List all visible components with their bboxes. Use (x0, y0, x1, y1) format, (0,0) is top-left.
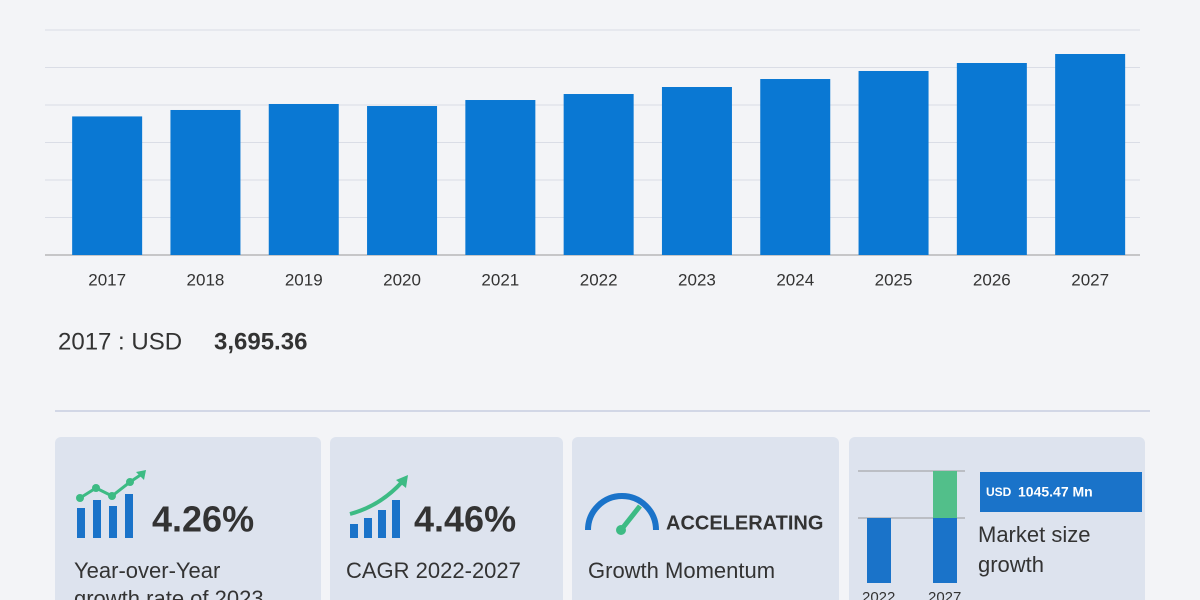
bar (858, 70, 929, 255)
bar (1055, 54, 1126, 255)
card-desc: Year-over-Year (74, 558, 220, 583)
x-tick-label: 2017 (88, 270, 126, 289)
year-label: 2022 (862, 589, 895, 600)
x-tick-label: 2021 (481, 270, 519, 289)
x-tick-label: 2025 (875, 270, 913, 289)
bar (760, 79, 831, 255)
x-tick-label: 2018 (187, 270, 225, 289)
bar (72, 116, 143, 255)
card-desc: CAGR 2022-2027 (346, 558, 521, 583)
x-tick-label: 2020 (383, 270, 421, 289)
highlight-label: 2017 : USD (58, 328, 182, 355)
bar (956, 63, 1027, 255)
gauge-icon (585, 493, 659, 535)
card-value: 4.26% (152, 499, 254, 540)
x-tick-label: 2023 (678, 270, 716, 289)
x-tick-label: 2026 (973, 270, 1011, 289)
highlight-value: 3,695.36 (214, 328, 307, 355)
badge-currency: USD (986, 485, 1012, 499)
x-tick-label: 2024 (776, 270, 814, 289)
year-label: 2027 (928, 589, 961, 600)
card-desc: growth (978, 552, 1044, 577)
card-value: 4.46% (414, 499, 516, 540)
card-desc: Market size (978, 522, 1090, 547)
x-tick-label: 2022 (580, 270, 618, 289)
card (55, 437, 321, 600)
value-badge (980, 472, 1142, 512)
badge-value: 1045.47 Mn (1018, 484, 1093, 500)
bar (465, 100, 536, 255)
bar (563, 94, 634, 255)
card (330, 437, 563, 600)
bar (661, 87, 732, 255)
card-value: ACCELERATING (666, 512, 823, 534)
cagr-icon (349, 475, 408, 538)
card-desc: Growth Momentum (588, 558, 775, 583)
card-desc: growth rate of 2023 (74, 586, 264, 600)
bar (367, 106, 438, 255)
growth-icon (76, 470, 146, 538)
mini-chart (858, 470, 965, 583)
x-tick-label: 2027 (1071, 270, 1109, 289)
x-tick-label: 2019 (285, 270, 323, 289)
card (572, 437, 839, 600)
bar (268, 103, 339, 255)
bar (170, 109, 241, 255)
